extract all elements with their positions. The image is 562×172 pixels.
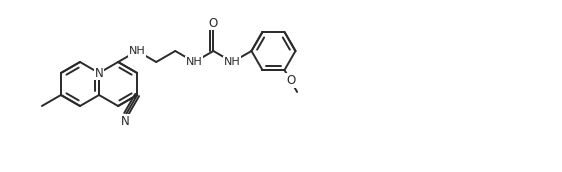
Text: NH: NH <box>224 57 241 67</box>
Text: N: N <box>94 67 103 79</box>
Text: NH: NH <box>129 46 146 56</box>
Text: NH: NH <box>186 57 203 67</box>
Text: N: N <box>121 115 129 128</box>
Text: O: O <box>209 17 218 30</box>
Text: O: O <box>286 74 295 87</box>
